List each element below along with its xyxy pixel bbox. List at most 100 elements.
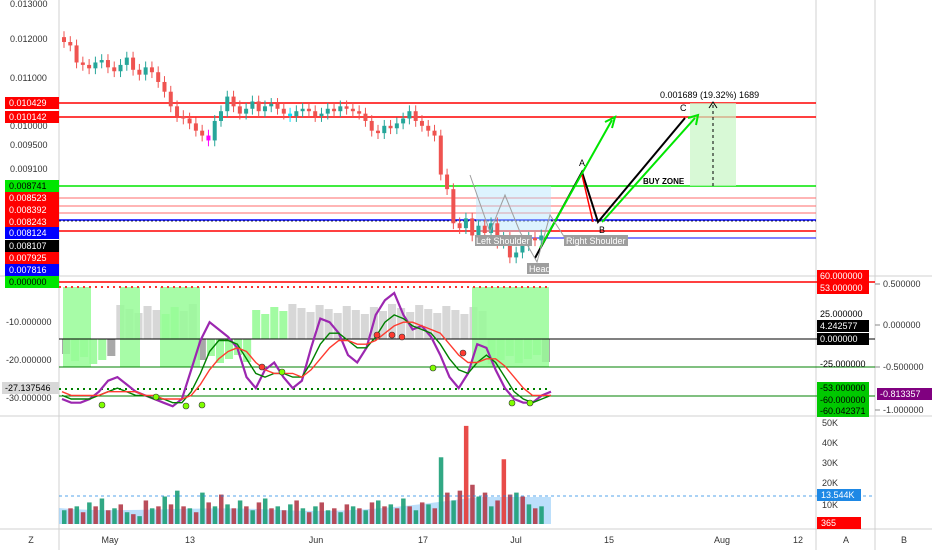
- price-axis-tick: 0.011000: [10, 73, 47, 83]
- volume-bar: [382, 506, 387, 524]
- point-c-label: C: [680, 103, 687, 113]
- price-axis-tick: 0.009500: [10, 140, 48, 150]
- price-level-badge[interactable]: [5, 240, 59, 252]
- oscillator-level-label: 4.242577: [820, 321, 858, 331]
- volume-bar: [219, 494, 224, 524]
- volume-bar: [256, 502, 262, 524]
- corner-label-mid[interactable]: A: [843, 535, 849, 545]
- price-level-badge[interactable]: [5, 227, 59, 239]
- price-level-badge[interactable]: [5, 252, 59, 264]
- candle: [219, 111, 223, 121]
- price-level-label: 0.007925: [9, 253, 47, 263]
- oscillator-bar: [197, 339, 206, 360]
- oscillator-bar: [424, 309, 433, 339]
- volume-bar: [401, 498, 406, 524]
- candle: [363, 113, 368, 121]
- projection-green-up-1[interactable]: [539, 119, 613, 249]
- projection-red-path[interactable]: [581, 174, 594, 223]
- volume-bar: [105, 510, 111, 524]
- price-level-label: 0.010429: [9, 98, 47, 108]
- candle: [99, 60, 104, 63]
- oscillator-bar: [98, 339, 107, 360]
- volume-bar: [281, 510, 287, 524]
- price-level-label: 0.008243: [9, 217, 47, 227]
- oscillator-level-label: -53.000000: [820, 383, 866, 393]
- volume-bar: [68, 508, 73, 524]
- volume-bar: [99, 498, 105, 524]
- candle: [168, 91, 173, 107]
- price-level-badge[interactable]: [5, 264, 59, 276]
- time-axis-tick: May: [101, 535, 119, 545]
- candle: [118, 64, 123, 72]
- candle: [438, 135, 443, 175]
- oscillator-bar: [297, 308, 306, 339]
- volume-bar: [507, 494, 513, 524]
- oscillator-bar: [279, 311, 288, 339]
- price-level-badge[interactable]: [5, 180, 59, 192]
- oscillator-level-badge: [817, 270, 869, 282]
- volume-bar: [419, 502, 425, 524]
- volume-bar: [244, 506, 249, 524]
- candle: [495, 223, 500, 243]
- price-level-label: 0.000000: [9, 277, 47, 287]
- price-level-label: 0.008107: [9, 241, 47, 251]
- price-level-badge[interactable]: [5, 276, 59, 288]
- candle: [256, 101, 261, 112]
- oscillator-highlight-column: [63, 287, 91, 367]
- volume-bar: [131, 514, 136, 524]
- volume-bar: [514, 492, 519, 524]
- measure-arrow: [708, 101, 718, 109]
- price-level-badge[interactable]: [5, 97, 59, 109]
- volume-bar: [501, 459, 507, 524]
- price-level-badge[interactable]: [5, 192, 59, 204]
- oscillator-value-label: -27.137546: [5, 383, 51, 393]
- price-level-label: 0.010142: [9, 112, 47, 122]
- volume-bar: [388, 504, 394, 524]
- oscillator-bar: [215, 339, 224, 363]
- volume-bar: [200, 492, 205, 524]
- price-level-badge[interactable]: [5, 216, 59, 228]
- price-level-badge[interactable]: [5, 204, 59, 216]
- volume-bar: [175, 490, 180, 524]
- candle: [533, 237, 537, 241]
- volume-bar: [489, 506, 494, 524]
- candle: [507, 237, 512, 258]
- oscillator-bar: [143, 306, 152, 339]
- volume-bar: [206, 502, 211, 524]
- candle: [432, 130, 437, 136]
- candle: [231, 96, 236, 107]
- volume-bar: [520, 496, 525, 524]
- projection-green-arrowhead-1: [604, 115, 617, 129]
- volume-bar: [482, 492, 488, 524]
- candle: [369, 120, 374, 131]
- far-right-current-badge: [877, 388, 932, 400]
- projection-drawings: [469, 113, 700, 264]
- time-axis-tick: Jul: [510, 535, 522, 545]
- oscillator-bar: [388, 304, 397, 339]
- projection-green-up-2[interactable]: [601, 117, 696, 223]
- volume-bar: [80, 512, 86, 524]
- volume-bar: [74, 506, 80, 524]
- price-level-badge[interactable]: [5, 111, 59, 123]
- candle: [156, 72, 161, 82]
- volume-bar: [338, 512, 343, 524]
- oscillator-bar: [243, 339, 252, 362]
- price-level-label: 0.008741: [9, 181, 47, 191]
- candle: [350, 108, 355, 112]
- candle: [457, 223, 462, 229]
- candle: [357, 111, 362, 114]
- corner-label-left[interactable]: Z: [28, 535, 34, 545]
- candle: [344, 106, 349, 109]
- right-shoulder-label: Right Shoulder: [566, 236, 626, 246]
- far-right-axis-tick: -0.500000: [883, 362, 924, 372]
- cross-dot: [98, 401, 106, 409]
- cross-dot: [182, 402, 190, 410]
- cross-dot: [526, 399, 534, 407]
- volume-bar: [187, 508, 193, 524]
- oscillator-levels: [59, 281, 875, 397]
- corner-label-right[interactable]: B: [901, 535, 907, 545]
- price-axis-tick: 0.013000: [10, 0, 48, 9]
- head-shoulders-outline[interactable]: [469, 174, 566, 264]
- volume-bar: [212, 506, 218, 524]
